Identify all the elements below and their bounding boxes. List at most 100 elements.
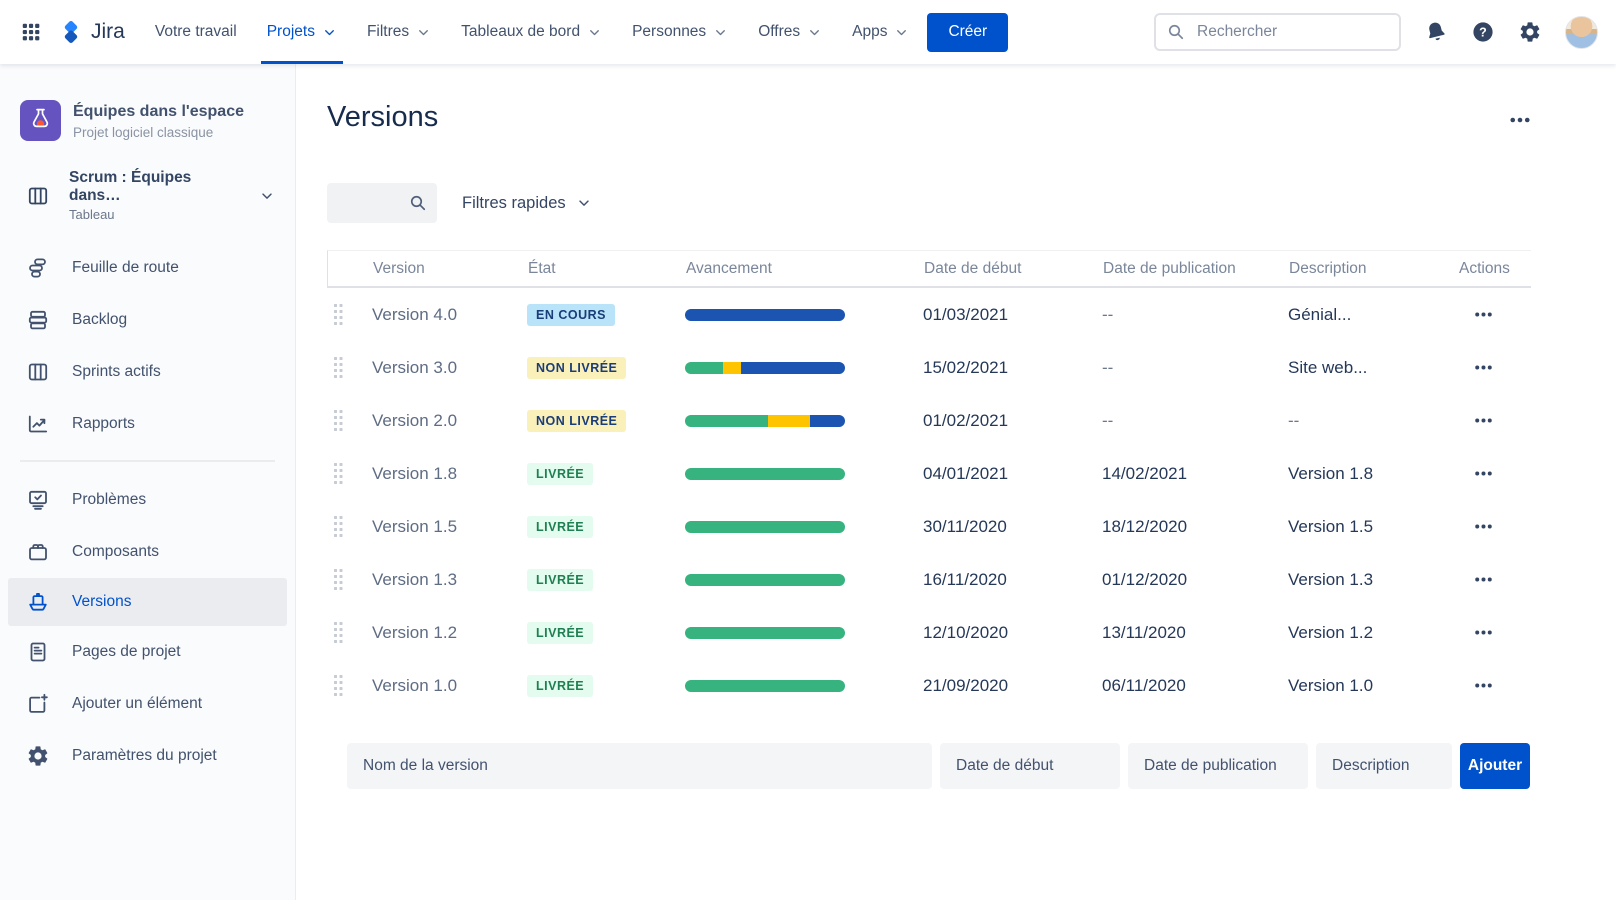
sidebar-item-sprints-actifs[interactable]: Sprints actifs <box>0 346 295 398</box>
nav-item-label: Personnes <box>632 23 707 40</box>
column-header-date-de-debut: Date de début <box>924 259 1022 277</box>
backlog-icon <box>26 308 50 332</box>
version-row: Version 3.0 NON LIVRÉE 15/02/2021 -- Site we… <box>327 341 1531 394</box>
progress-bar <box>685 573 845 586</box>
jira-logo[interactable]: Jira <box>58 19 125 45</box>
help-icon[interactable]: ? <box>1471 20 1495 44</box>
app-switcher-grid-icon[interactable] <box>20 21 42 43</box>
start-date: 16/11/2020 <box>923 569 1007 589</box>
drag-handle-icon[interactable] <box>333 409 344 433</box>
top-navigation-bar: Jira Votre travail Projets Filtres Tableaux… <box>0 0 1616 64</box>
version-name: Version 1.3 <box>372 569 458 589</box>
row-actions-more-icon[interactable] <box>1458 623 1493 642</box>
sidebar-item-label: Sprints actifs <box>72 363 161 380</box>
main-content: Versions Filtres rapides Version État Avan… <box>296 64 1616 900</box>
board-icon <box>26 360 50 384</box>
nav-item-projets[interactable]: Projets <box>260 0 344 64</box>
nav-item-label: Offres <box>758 23 801 40</box>
description: Site web... <box>1288 357 1368 377</box>
chevron-down-icon <box>807 25 822 40</box>
status-badge: EN COURS <box>527 303 615 326</box>
row-actions-more-icon[interactable] <box>1458 517 1493 536</box>
versions-search-box[interactable] <box>327 183 437 223</box>
topbar-right: ? <box>1154 13 1598 51</box>
drag-handle-icon[interactable] <box>333 568 344 592</box>
release-date-field[interactable] <box>1128 743 1308 789</box>
create-button[interactable]: Créer <box>927 12 1009 52</box>
sidebar-item-feuille-de-route[interactable]: Feuille de route <box>0 242 295 294</box>
user-avatar[interactable] <box>1565 15 1598 49</box>
version-row: Version 1.0 LIVRÉE 21/09/2020 06/11/2020 Ver… <box>327 659 1531 712</box>
sidebar-item-label: Backlog <box>72 311 128 328</box>
start-date-field[interactable] <box>940 743 1120 789</box>
column-header-description: Description <box>1289 259 1367 277</box>
sidebar-nav-project: Problèmes Composants Versions Pages de proj… <box>0 474 295 782</box>
column-header-date-de-publication: Date de publication <box>1103 259 1236 277</box>
sidebar-item-versions[interactable]: Versions <box>8 578 287 626</box>
filter-bar: Filtres rapides <box>327 183 1531 223</box>
nav-item-filtres[interactable]: Filtres <box>367 0 431 64</box>
sidebar-item-parametres-du-projet[interactable]: Paramètres du projet <box>0 730 295 782</box>
notifications-bell-icon[interactable] <box>1424 20 1448 44</box>
nav-item-apps[interactable]: Apps <box>852 0 909 64</box>
drag-handle-icon[interactable] <box>333 674 344 698</box>
start-date: 01/03/2021 <box>923 304 1009 324</box>
row-actions-more-icon[interactable] <box>1458 570 1493 589</box>
drag-handle-icon[interactable] <box>333 303 344 327</box>
column-header-etat: État <box>528 259 556 277</box>
sidebar-item-rapports[interactable]: Rapports <box>0 398 295 450</box>
progress-segment-green <box>685 520 845 533</box>
settings-gear-icon[interactable] <box>1518 20 1542 44</box>
nav-item-label: Apps <box>852 23 888 40</box>
description: -- <box>1288 410 1300 430</box>
components-icon <box>26 540 50 564</box>
progress-segment-green <box>685 679 845 692</box>
sidebar-item-ajouter-un-element[interactable]: Ajouter un élément <box>0 678 295 730</box>
status-badge: LIVRÉE <box>527 621 594 644</box>
page-more-icon[interactable] <box>1509 109 1531 131</box>
nav-item-votre-travail[interactable]: Votre travail <box>155 0 237 64</box>
add-version-button[interactable]: Ajouter <box>1460 743 1530 789</box>
row-actions-more-icon[interactable] <box>1458 464 1493 483</box>
sidebar-item-backlog[interactable]: Backlog <box>0 294 295 346</box>
nav-item-personnes[interactable]: Personnes <box>632 0 728 64</box>
description-field[interactable] <box>1316 743 1452 789</box>
sidebar-nav-board: Feuille de route Backlog Sprints actifs Rap… <box>0 242 295 450</box>
version-name: Version 1.2 <box>372 622 458 642</box>
version-row: Version 1.3 LIVRÉE 16/11/2020 01/12/2020 Ver… <box>327 553 1531 606</box>
page-title: Versions <box>327 101 439 133</box>
drag-handle-icon[interactable] <box>333 515 344 539</box>
row-actions-more-icon[interactable] <box>1458 676 1493 695</box>
nav-item-tableaux-de-bord[interactable]: Tableaux de bord <box>461 0 602 64</box>
sidebar-item-problemes[interactable]: Problèmes <box>0 474 295 526</box>
row-actions-more-icon[interactable] <box>1458 358 1493 377</box>
drag-handle-icon[interactable] <box>333 462 344 486</box>
quick-filters-button[interactable]: Filtres rapides <box>462 194 592 213</box>
progress-segment-yellow <box>723 361 741 374</box>
sidebar-item-composants[interactable]: Composants <box>0 526 295 578</box>
chevron-down-icon <box>894 25 909 40</box>
settings-gear-icon <box>26 744 50 768</box>
version-row: Version 1.5 LIVRÉE 30/11/2020 18/12/2020 Ver… <box>327 500 1531 553</box>
sidebar-item-pages-de-projet[interactable]: Pages de projet <box>0 626 295 678</box>
board-switcher[interactable]: Scrum : Équipes dans… Tableau <box>0 169 295 222</box>
page-header: Versions <box>327 97 1531 137</box>
row-actions-more-icon[interactable] <box>1458 411 1493 430</box>
global-search[interactable] <box>1154 13 1401 51</box>
sidebar-item-label: Feuille de route <box>72 259 179 276</box>
progress-segment-blue <box>740 361 845 374</box>
release-date: -- <box>1102 410 1114 430</box>
nav-item-offres[interactable]: Offres <box>758 0 822 64</box>
row-actions-more-icon[interactable] <box>1458 305 1493 324</box>
versions-table: Version État Avancement Date de début Date d… <box>327 250 1531 712</box>
sidebar-item-label: Paramètres du projet <box>72 747 217 764</box>
progress-segment-blue <box>809 414 845 427</box>
release-date: -- <box>1102 357 1114 377</box>
version-name-field[interactable] <box>347 743 932 789</box>
drag-handle-icon[interactable] <box>333 356 344 380</box>
drag-handle-icon[interactable] <box>333 621 344 645</box>
progress-segment-green <box>685 414 769 427</box>
global-search-input[interactable] <box>1195 22 1389 42</box>
status-badge: LIVRÉE <box>527 568 594 591</box>
